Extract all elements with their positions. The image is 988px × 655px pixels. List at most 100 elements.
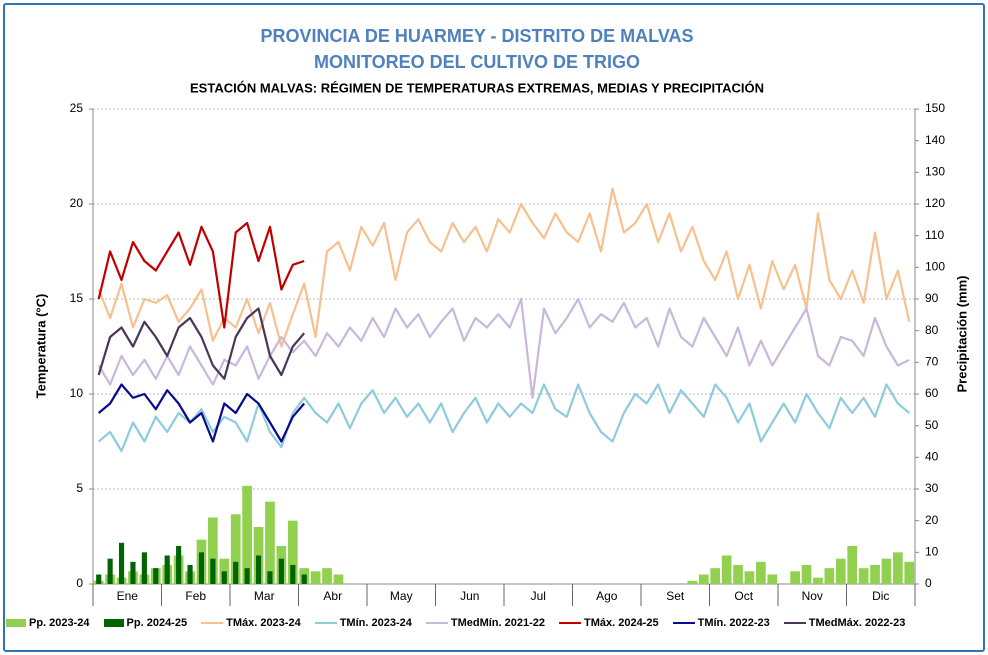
y-tick-label: 10 bbox=[70, 386, 84, 400]
legend-label: TMedMáx. 2022-23 bbox=[808, 617, 906, 629]
chart-subtitle: MONITOREO DEL CULTIVO DE TRIGO bbox=[314, 52, 640, 72]
legend-label: Pp. 2024-25 bbox=[126, 617, 188, 629]
y-axis-label: Temperatura (°C) bbox=[33, 294, 48, 399]
bar bbox=[904, 561, 915, 584]
bar bbox=[230, 514, 241, 584]
legend-item: TMín. 2022-23 bbox=[672, 617, 770, 629]
x-tick-label: Jul bbox=[531, 589, 546, 603]
bar bbox=[835, 558, 846, 584]
legend-swatch bbox=[558, 622, 581, 624]
bar bbox=[801, 565, 812, 584]
bar bbox=[290, 565, 296, 584]
bar bbox=[733, 565, 743, 584]
legend-label: TMáx. 2023-24 bbox=[226, 617, 301, 629]
bar bbox=[893, 552, 903, 584]
bar bbox=[744, 571, 755, 584]
y2-tick-label: 150 bbox=[925, 101, 945, 115]
y2-axis-label: Precipitación (mm) bbox=[954, 275, 969, 392]
legend-label: TMín. 2023-24 bbox=[339, 617, 412, 629]
bar bbox=[176, 546, 182, 584]
line bbox=[97, 187, 911, 348]
bar bbox=[141, 552, 147, 584]
y2-tick-label: 70 bbox=[925, 355, 939, 369]
y2-tick-label: 20 bbox=[925, 513, 939, 527]
legend-label: TMáx. 2024-25 bbox=[583, 617, 659, 629]
legend-item: TMáx. 2024-25 bbox=[558, 617, 659, 629]
bar bbox=[710, 568, 721, 584]
bar bbox=[187, 565, 193, 584]
bar bbox=[153, 568, 159, 584]
y2-tick-label: 0 bbox=[925, 576, 932, 590]
y2-tick-label: 90 bbox=[925, 291, 939, 305]
y2-tick-label: 80 bbox=[925, 323, 939, 337]
y-tick-label: 20 bbox=[70, 196, 84, 210]
bar bbox=[242, 485, 252, 584]
legend-swatch bbox=[672, 622, 695, 624]
bar bbox=[255, 555, 262, 584]
line bbox=[97, 383, 306, 443]
x-tick-label: Ago bbox=[596, 589, 618, 603]
line bbox=[97, 221, 305, 329]
bar bbox=[198, 552, 205, 584]
bar bbox=[322, 568, 332, 584]
legend-swatch bbox=[103, 619, 124, 627]
bar bbox=[813, 577, 823, 584]
frame bbox=[3, 3, 985, 652]
x-tick-label: Feb bbox=[185, 589, 206, 603]
line bbox=[97, 383, 911, 453]
bar bbox=[687, 580, 698, 584]
legend-item: TMáx. 2023-24 bbox=[201, 617, 301, 629]
bar bbox=[278, 558, 284, 584]
bar bbox=[847, 546, 858, 584]
legend-item: TMedMín. 2021-22 bbox=[425, 617, 545, 629]
chart-title: PROVINCIA DE HUARMEY - DISTRITO DE MALVA… bbox=[260, 26, 693, 46]
x-tick-label: May bbox=[390, 589, 413, 603]
line bbox=[97, 307, 306, 380]
x-tick-label: Jun bbox=[460, 589, 479, 603]
legend-item: TMedMáx. 2022-23 bbox=[783, 617, 906, 629]
line bbox=[97, 297, 910, 399]
legend-swatch bbox=[201, 622, 224, 624]
legend-label: TMín. 2022-23 bbox=[697, 617, 770, 629]
y2-tick-label: 50 bbox=[925, 418, 939, 432]
bar bbox=[824, 568, 835, 584]
bar bbox=[698, 574, 709, 584]
legend-item: Pp. 2024-25 bbox=[103, 617, 188, 629]
legend-swatch bbox=[6, 619, 26, 627]
bar bbox=[301, 574, 307, 584]
bar bbox=[267, 571, 273, 584]
y2-tick-label: 120 bbox=[925, 196, 945, 210]
y2-tick-label: 60 bbox=[925, 386, 939, 400]
y2-tick-label: 110 bbox=[925, 228, 944, 242]
bar bbox=[721, 555, 732, 584]
y2-tick-label: 140 bbox=[925, 133, 945, 147]
legend-label: Pp. 2023-24 bbox=[29, 617, 90, 629]
bar bbox=[310, 571, 321, 584]
y-tick-label: 0 bbox=[76, 576, 83, 590]
legend-swatch bbox=[783, 622, 806, 624]
bar bbox=[164, 555, 170, 584]
x-tick-label: Ene bbox=[117, 589, 139, 603]
bar bbox=[790, 571, 800, 584]
x-tick-label: Dic bbox=[872, 589, 889, 603]
bar bbox=[265, 501, 275, 584]
y2-tick-label: 10 bbox=[925, 545, 939, 559]
bar bbox=[221, 571, 227, 584]
bar bbox=[881, 558, 892, 584]
y2-tick-label: 40 bbox=[925, 450, 939, 464]
chart-subtitle: ESTACIÓN MALVAS: RÉGIMEN DE TEMPERATURAS… bbox=[190, 80, 764, 95]
bar bbox=[287, 520, 298, 584]
x-tick-label: Mar bbox=[254, 589, 275, 603]
bar bbox=[333, 574, 344, 584]
bar bbox=[130, 561, 136, 584]
y-tick-label: 5 bbox=[76, 481, 83, 495]
bar bbox=[756, 561, 766, 584]
bar bbox=[233, 561, 239, 584]
bar bbox=[118, 542, 125, 584]
bar bbox=[107, 558, 113, 584]
bar bbox=[858, 568, 869, 584]
bar bbox=[96, 574, 102, 584]
x-tick-label: Set bbox=[666, 589, 685, 603]
